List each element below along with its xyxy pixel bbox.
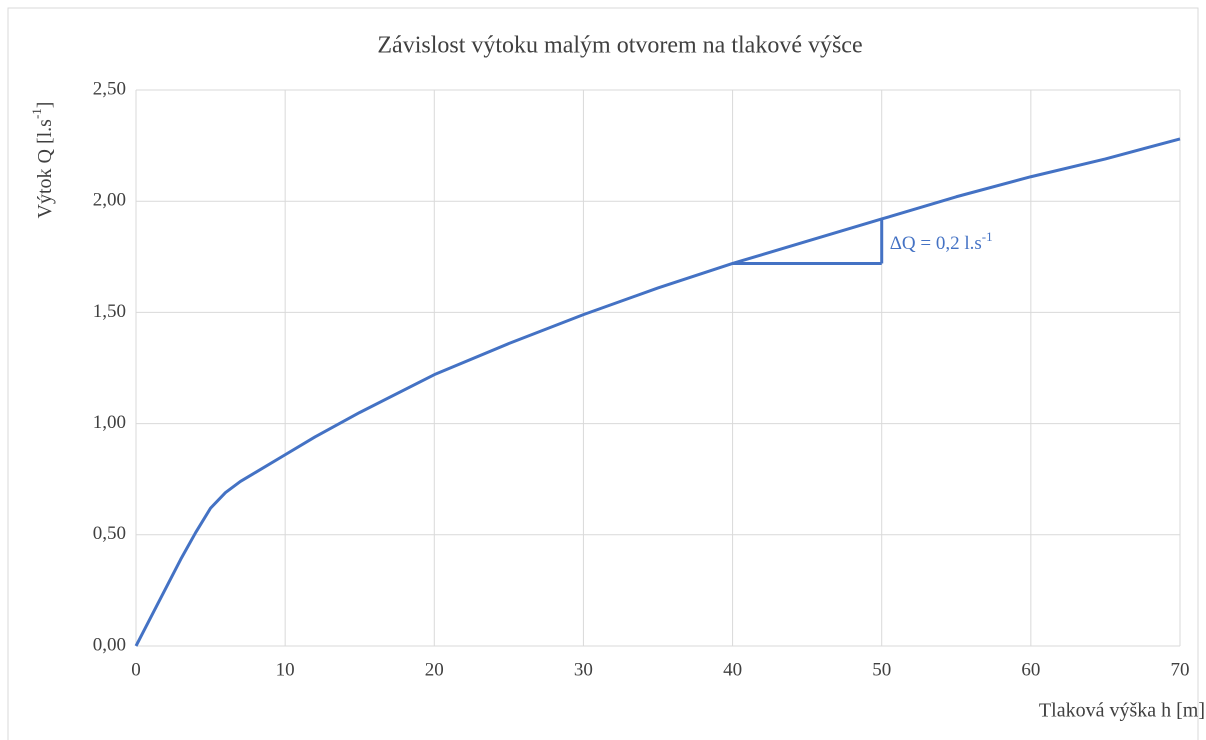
x-tick-label: 20 <box>425 659 444 680</box>
y-tick-label: 0,50 <box>93 523 126 544</box>
data-line <box>134 137 1181 647</box>
x-tick-label: 10 <box>276 659 295 680</box>
x-tick-label: 50 <box>872 659 891 680</box>
x-axis-label: Tlaková výška h [m] <box>1039 700 1205 722</box>
x-tick-label: 70 <box>1171 659 1190 680</box>
y-axis-label-text: Výtok Q [l.s <box>34 119 56 219</box>
x-tick-label: 40 <box>723 659 742 680</box>
y-axis-label: Výtok Q [l.s-1] <box>29 102 56 219</box>
y-axis-label-tail: ] <box>34 102 56 109</box>
y-axis-label-sup: -1 <box>29 108 44 119</box>
chart-frame <box>7 7 1199 740</box>
annotation-text: ΔQ = 0,2 l.s-1 <box>890 229 993 254</box>
y-tick-label: 2,00 <box>93 190 126 211</box>
y-tick-label: 0,00 <box>93 634 126 655</box>
chart-title: Závislost výtoku malým otvorem na tlakov… <box>377 33 862 59</box>
y-tick-label: 1,50 <box>93 301 126 322</box>
y-tick-label: 1,00 <box>93 412 126 433</box>
x-tick-label: 30 <box>574 659 593 680</box>
annotation-text-main: ΔQ = 0,2 l.s <box>890 233 982 254</box>
y-tick-label: 2,50 <box>93 78 126 99</box>
x-tick-label: 0 <box>131 659 141 680</box>
annotation-text-sup: -1 <box>982 229 993 244</box>
x-tick-label: 60 <box>1021 659 1040 680</box>
